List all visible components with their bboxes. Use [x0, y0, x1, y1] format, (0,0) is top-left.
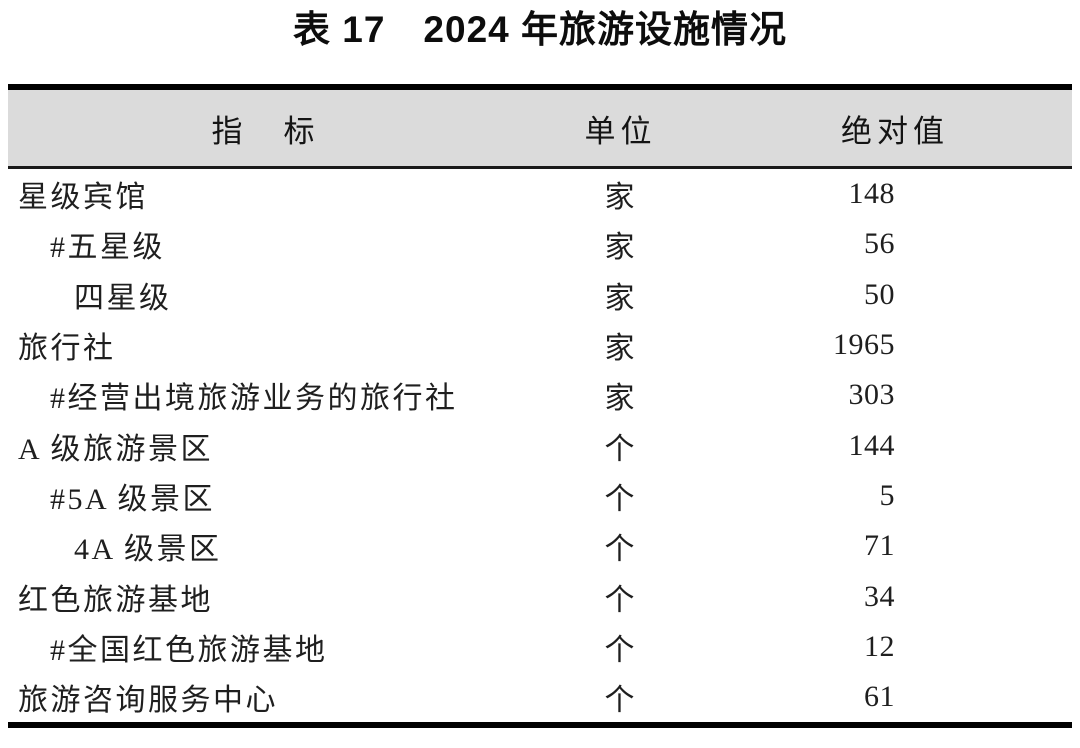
- value-cell: 50: [864, 277, 895, 311]
- indicator-cell: 红色旅游基地: [18, 583, 213, 617]
- unit-cell: 家: [604, 382, 637, 416]
- table-row: #5A 级景区 个 5: [8, 471, 1072, 521]
- indicator-cell: 星级宾馆: [18, 181, 148, 215]
- indicator-cell: #五星级: [50, 231, 165, 265]
- indicator-cell: 旅行社: [18, 332, 116, 366]
- value-cell: 5: [879, 478, 895, 512]
- table-row: A 级旅游景区 个 144: [8, 420, 1072, 470]
- indicator-cell: 4A 级景区: [74, 533, 222, 567]
- value-cell: 71: [864, 529, 895, 563]
- table-row: 红色旅游基地 个 34: [8, 571, 1072, 621]
- table-row: #经营出境旅游业务的旅行社 家 303: [8, 370, 1072, 420]
- indicator-cell: #全国红色旅游基地: [50, 633, 328, 667]
- header-indicator: 指 标: [211, 113, 320, 149]
- indicator-cell: 旅游咨询服务中心: [18, 684, 278, 718]
- unit-cell: 个: [604, 583, 637, 617]
- value-cell: 61: [864, 680, 895, 714]
- table-row: #全国红色旅游基地 个 12: [8, 622, 1072, 672]
- value-cell: 148: [848, 177, 895, 211]
- unit-cell: 个: [604, 633, 637, 667]
- table-title: 表 17 2024 年旅游设施情况: [292, 9, 788, 50]
- table-row: 星级宾馆 家 148: [8, 169, 1072, 219]
- value-cell: 1965: [833, 328, 895, 362]
- unit-cell: 个: [604, 432, 637, 466]
- value-cell: 144: [848, 428, 895, 462]
- table-row: 旅游咨询服务中心 个 61: [8, 672, 1072, 722]
- header-unit: 单位: [584, 113, 657, 149]
- unit-cell: 个: [604, 482, 637, 516]
- table-row: 4A 级景区 个 71: [8, 521, 1072, 571]
- indicator-cell: #经营出境旅游业务的旅行社: [50, 382, 458, 416]
- tourism-facilities-table: 指 标 单位 绝对值 星级宾馆家 148 #五星级家 56 四星级家 50 旅行社家 1965…: [8, 84, 1072, 729]
- table-body: 星级宾馆家 148 #五星级家 56 四星级家 50 旅行社家 1965 #经营出境旅游业务的旅…: [8, 169, 1072, 729]
- indicator-cell: 四星级: [74, 281, 172, 315]
- value-cell: 56: [864, 227, 895, 261]
- value-cell: 34: [864, 579, 895, 613]
- unit-cell: 家: [604, 181, 637, 215]
- indicator-cell: A 级旅游景区: [18, 432, 214, 466]
- value-cell: 303: [848, 378, 895, 412]
- indicator-cell: #5A 级景区: [50, 482, 216, 516]
- unit-cell: 家: [604, 281, 637, 315]
- value-cell: 12: [864, 629, 895, 663]
- table-row: 旅行社 家 1965: [8, 320, 1072, 370]
- table-row: 四星级 家 50: [8, 270, 1072, 320]
- table-row: #五星级 家 56: [8, 219, 1072, 269]
- header-absolute-value: 绝对值: [841, 113, 949, 149]
- unit-cell: 家: [604, 332, 637, 366]
- unit-cell: 个: [604, 684, 637, 718]
- unit-cell: 家: [604, 231, 637, 265]
- table-header-row: 指 标 单位 绝对值: [8, 84, 1072, 169]
- unit-cell: 个: [604, 533, 637, 567]
